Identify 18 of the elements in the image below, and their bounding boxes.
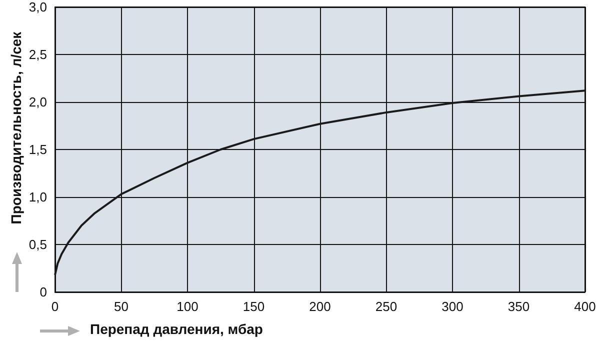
x-tick-label: 150 <box>242 299 265 314</box>
x-axis-title: Перепад давления, мбар <box>90 321 263 337</box>
y-tick-label: 3,0 <box>28 0 47 14</box>
x-tick-label: 400 <box>574 299 596 314</box>
x-tick-label: 300 <box>442 299 464 314</box>
y-tick-label: 2,0 <box>28 94 47 110</box>
y-tick-label: 2,5 <box>28 47 47 62</box>
x-tick-label: 350 <box>508 299 530 314</box>
x-tick-label: 250 <box>375 299 398 314</box>
y-tick-label: 1,0 <box>28 190 47 204</box>
x-tick-label: 100 <box>176 299 198 314</box>
x-tick-label: 50 <box>114 299 128 314</box>
x-tick-label: 0 <box>51 299 59 314</box>
y-axis-title: Производительность, л/сек <box>8 30 24 224</box>
y-tick-label: 1,5 <box>28 142 47 157</box>
y-tick-label: 0,5 <box>28 237 47 252</box>
y-tick-label: 0 <box>40 284 47 300</box>
x-tick-label: 200 <box>309 299 331 314</box>
